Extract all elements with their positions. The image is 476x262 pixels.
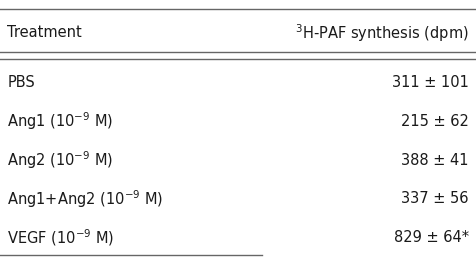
Text: 388 ± 41: 388 ± 41 — [401, 152, 469, 168]
Text: 337 ± 56: 337 ± 56 — [401, 191, 469, 206]
Text: VEGF (10$^{-9}$ M): VEGF (10$^{-9}$ M) — [7, 227, 114, 248]
Text: Ang1+Ang2 (10$^{-9}$ M): Ang1+Ang2 (10$^{-9}$ M) — [7, 188, 163, 210]
Text: PBS: PBS — [7, 75, 35, 90]
Text: Treatment: Treatment — [7, 25, 82, 40]
Text: 311 ± 101: 311 ± 101 — [392, 75, 469, 90]
Text: $^{3}$H-PAF synthesis (dpm): $^{3}$H-PAF synthesis (dpm) — [295, 22, 469, 43]
Text: 829 ± 64*: 829 ± 64* — [394, 230, 469, 245]
Text: 215 ± 62: 215 ± 62 — [401, 114, 469, 129]
Text: Ang2 (10$^{-9}$ M): Ang2 (10$^{-9}$ M) — [7, 149, 113, 171]
Text: Ang1 (10$^{-9}$ M): Ang1 (10$^{-9}$ M) — [7, 111, 113, 132]
